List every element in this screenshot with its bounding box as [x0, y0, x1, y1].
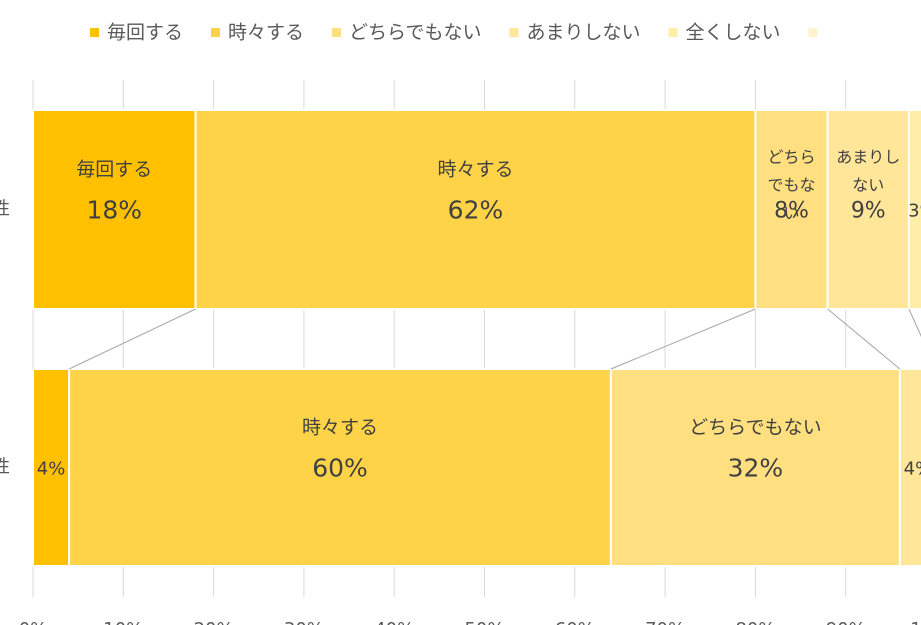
- x-tick-label: 90%: [826, 619, 866, 625]
- data-label: 4%: [37, 459, 66, 480]
- x-tick-label: 20%: [194, 619, 234, 625]
- data-label: 18%: [86, 196, 142, 225]
- bar-segment: [907, 109, 921, 310]
- series-line: [908, 308, 921, 337]
- y-tick-label: 性: [0, 199, 10, 220]
- data-label-name: 時々する: [302, 416, 378, 438]
- data-label: 8%: [774, 199, 809, 224]
- legend-swatch: [509, 28, 519, 37]
- legend-swatch: [90, 28, 99, 37]
- data-label: 3%: [908, 201, 921, 222]
- legend-label: 全くしない: [685, 22, 780, 44]
- bar-segment: [609, 368, 901, 567]
- data-label: 4%: [904, 459, 921, 480]
- x-tick-label: 0%: [19, 619, 48, 625]
- legend-swatch: [668, 28, 678, 37]
- legend-label: 時々する: [228, 22, 304, 44]
- data-label: 32%: [728, 454, 784, 483]
- data-label-name: 時々する: [437, 158, 513, 180]
- legend-label: 毎回する: [107, 22, 183, 44]
- data-label-name: 毎回する: [76, 158, 152, 180]
- x-tick-label: 100%: [910, 619, 921, 625]
- x-tick-label: 70%: [645, 619, 685, 625]
- y-tick-label: 性: [0, 457, 10, 478]
- x-tick-label: 40%: [374, 619, 414, 625]
- x-tick-label: 30%: [284, 619, 324, 625]
- legend-label: あまりしない: [526, 22, 640, 44]
- bar-segment: [826, 109, 910, 310]
- data-label: 9%: [851, 199, 886, 224]
- x-tick-label: 50%: [464, 619, 504, 625]
- bar-segment: [898, 368, 921, 567]
- x-tick-label: 10%: [103, 619, 143, 625]
- data-label-name: あまりしない: [836, 147, 900, 194]
- bar-segment: [32, 368, 71, 567]
- series-line: [827, 308, 901, 370]
- legend-swatch: [808, 28, 818, 37]
- data-label-name: どちらでもない: [768, 147, 816, 222]
- bar-segment: [754, 109, 829, 310]
- legend-label: どちらでもない: [349, 22, 481, 44]
- x-tick-label: 80%: [735, 619, 775, 625]
- series-line: [610, 308, 756, 370]
- x-tick-label: 60%: [555, 619, 595, 625]
- series-line: [68, 308, 196, 370]
- legend-swatch: [332, 28, 342, 37]
- data-label-name: どちらでもない: [689, 416, 821, 438]
- data-label: 60%: [312, 454, 368, 483]
- bar-segment: [68, 368, 612, 567]
- bar-segment: [194, 109, 757, 310]
- legend-swatch: [211, 28, 221, 37]
- data-label: 62%: [448, 196, 504, 225]
